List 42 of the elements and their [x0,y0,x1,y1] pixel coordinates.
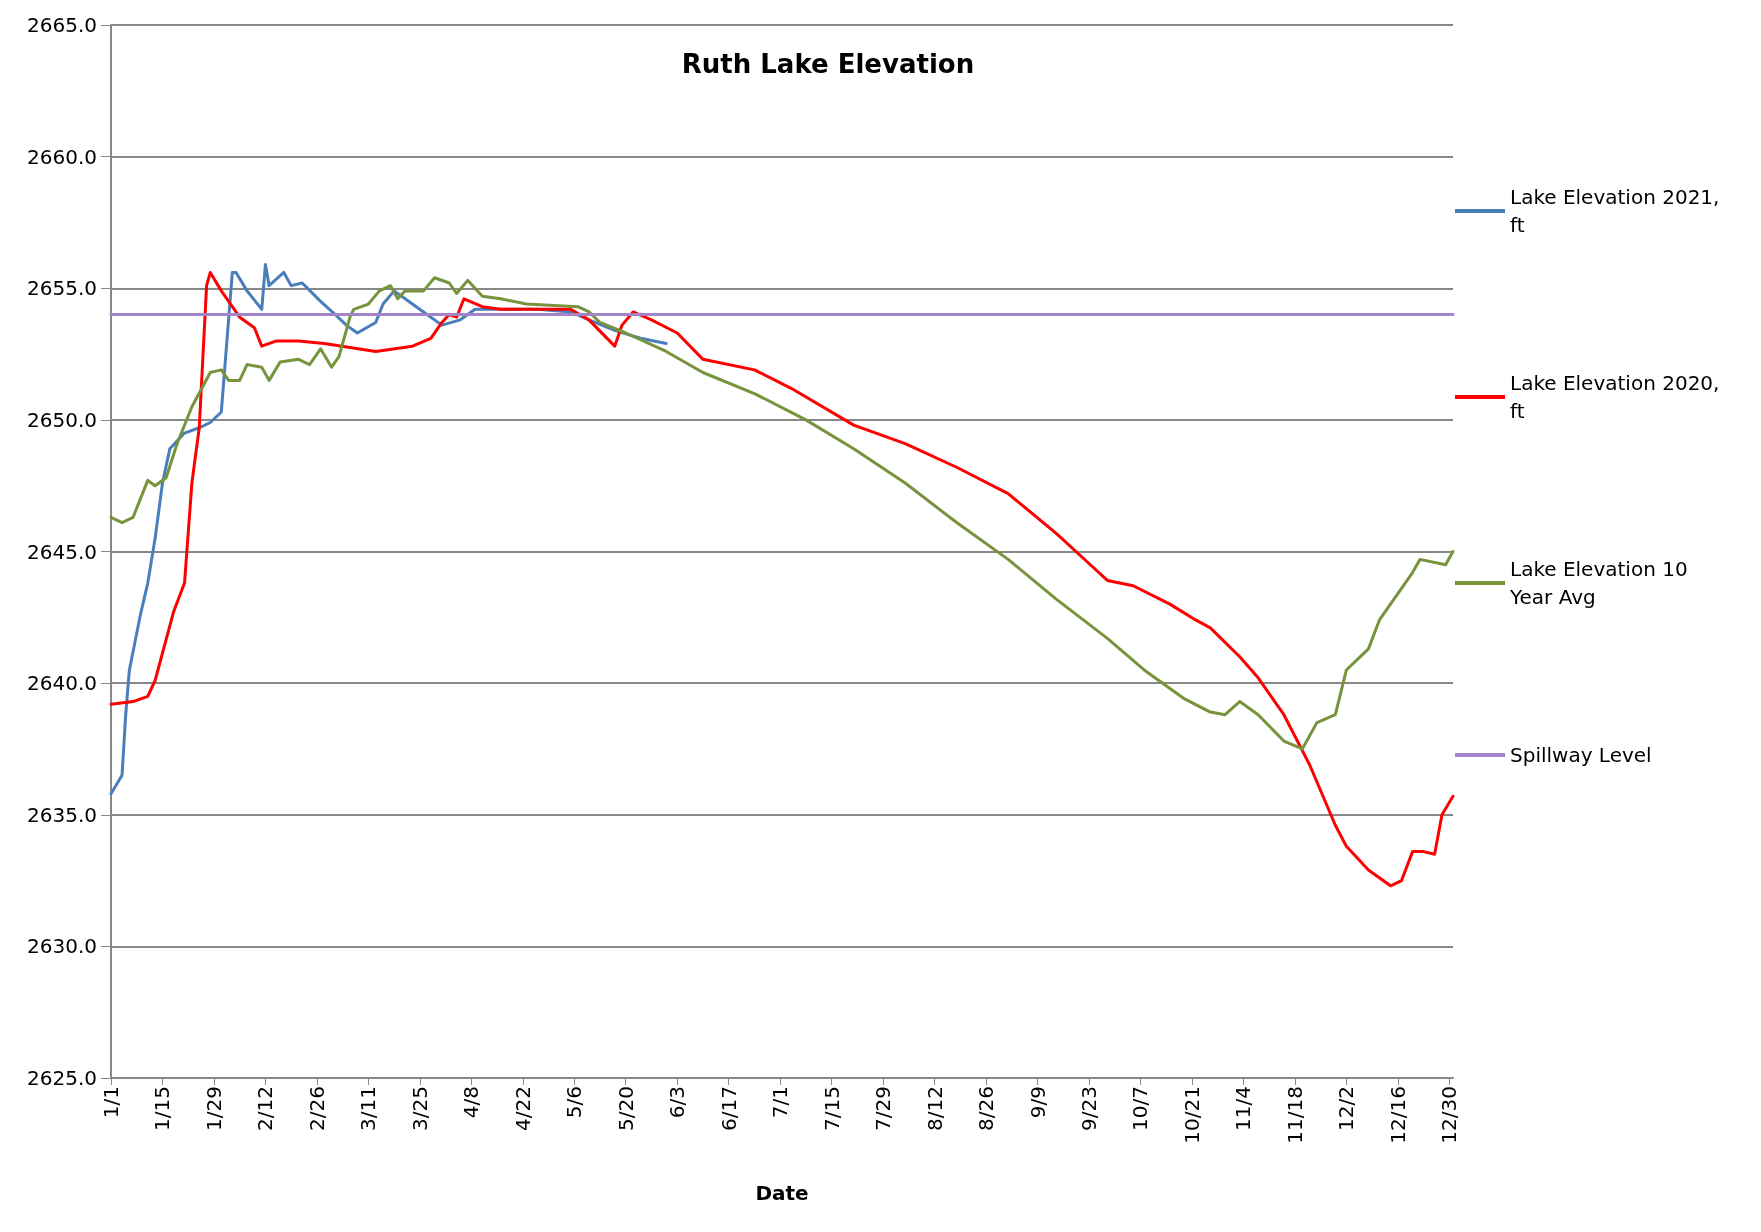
x-tick-label: 6/17 [716,1086,741,1131]
x-tick-label: 8/26 [974,1086,999,1131]
x-tick-label: 3/25 [407,1086,432,1131]
x-tick-label: 4/22 [510,1086,535,1131]
x-tick-label: 1/29 [201,1086,226,1131]
x-tick-label: 5/6 [562,1086,587,1119]
text: Ruth Lake Elevation [681,49,975,79]
legend-label: Lake Elevation 2021, ft [1510,185,1726,237]
x-tick-label: 10/7 [1128,1086,1153,1131]
legend-label: Spillway Level [1510,743,1652,767]
x-axis-title: Date [755,1181,809,1205]
y-tick-label: 2660.0 [27,144,97,169]
x-tick-label: 1/15 [150,1086,175,1131]
x-tick-label: 8/12 [922,1086,947,1131]
x-tick-label: 12/16 [1385,1086,1410,1144]
x-tick-label: 2/12 [253,1086,278,1131]
x-tick-label: 11/18 [1282,1086,1307,1144]
x-tick-label: 7/29 [871,1086,896,1131]
x-tick-label: 10/21 [1179,1086,1204,1144]
x-tick-label: 5/20 [613,1086,638,1131]
x-tick-label: 7/1 [768,1086,793,1119]
y-tick-label: 2630.0 [27,934,97,959]
x-tick-label: 11/4 [1231,1086,1256,1131]
y-tick-label: 2645.0 [27,539,97,564]
y-tick-label: 2625.0 [27,1066,97,1090]
y-tick-label: 2640.0 [27,671,97,696]
y-tick-label: 2635.0 [27,802,97,827]
y-tick-label: 2665.0 [27,13,97,37]
x-tick-label: 1/1 [99,1086,123,1119]
x-tick-label: 6/3 [665,1086,690,1119]
y-tick-label: 2650.0 [27,407,97,432]
y-tick-label: 2655.0 [27,276,97,301]
x-tick-label: 12/2 [1334,1086,1359,1131]
x-tick-label: 9/23 [1077,1086,1102,1131]
x-tick-label: 7/15 [819,1086,844,1131]
legend-label: Lake Elevation 2020, ft [1510,371,1726,423]
legend-label: Lake Elevation 10 Year Avg [1509,557,1694,609]
x-tick-label: 3/11 [356,1086,381,1131]
x-tick-label: 9/9 [1025,1086,1050,1119]
x-tick-label: 2/26 [304,1086,329,1131]
x-tick-label: 4/8 [459,1086,484,1119]
x-tick-label: 12/30 [1437,1086,1462,1144]
